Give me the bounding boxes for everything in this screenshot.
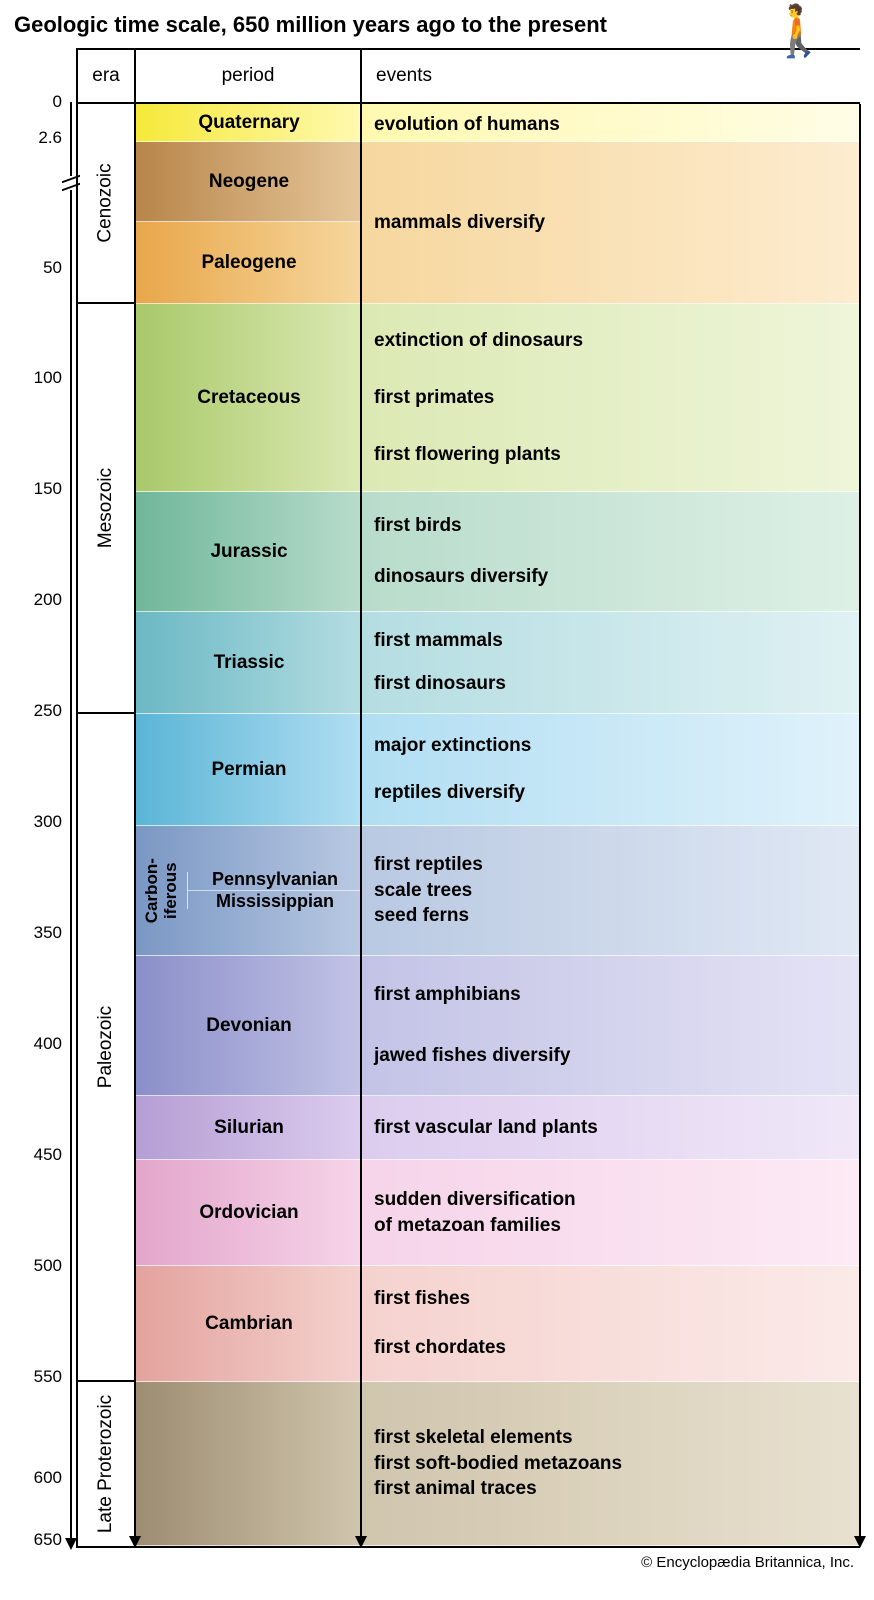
divider-arrow-icon [854,1536,866,1548]
table-body: Cenozoic Mesozoic Paleozoic Late Proterozoi… [78,104,860,1546]
human-icon: 🚶 [768,2,830,61]
axis-tick: 500 [14,1256,62,1276]
event-cell: first vascular land plants [362,1096,860,1160]
era-block: Mesozoic [78,304,134,714]
period-cell: Neogene [136,142,362,222]
sub-period: Pennsylvanian [188,869,362,890]
event-text: first vascular land plants [374,1115,848,1141]
axis-tick: 600 [14,1468,62,1488]
period-cell: Triassic [136,612,362,714]
period-cell: Cambrian [136,1266,362,1382]
chart-title: Geologic time scale, 650 million years a… [14,12,860,38]
event-text: first chordates [374,1335,848,1361]
event-text: first birds [374,513,848,539]
event-cell: sudden diversification of metazoan famil… [362,1160,860,1266]
timescale-table: 🚶 era period events CenozoicMesozoicPale… [76,48,860,1548]
event-text: first skeletal elements first soft-bodie… [374,1425,848,1502]
event-text: jawed fishes diversify [374,1043,848,1069]
axis-tick: 50 [14,258,62,278]
era-block: Paleozoic [78,714,134,1382]
era-divider [134,104,136,1546]
event-cell: first reptiles scale trees seed ferns [362,826,860,956]
event-cell: extinction of dinosaurs first primates fir… [362,304,860,492]
event-cell: first mammals first dinosaurs [362,612,860,714]
sub-period: Mississippian [188,890,362,912]
axis-tick: 300 [14,812,62,832]
event-text: first dinosaurs [374,671,848,697]
event-text: major extinctions [374,733,848,759]
axis-tick: 250 [14,701,62,721]
period-cell: Silurian [136,1096,362,1160]
event-cell: evolution of humans [362,104,860,142]
axis-tick: 200 [14,590,62,610]
axis-line [70,102,72,1548]
header-era: era [78,50,136,102]
carboniferous-label: Carbon- iferous [136,872,188,909]
event-text: sudden diversification of metazoan famil… [374,1187,848,1238]
event-text: first reptiles scale trees seed ferns [374,852,848,929]
period-cell: Devonian [136,956,362,1096]
era-label: Paleozoic [95,1006,117,1088]
axis-tick: 450 [14,1145,62,1165]
era-label: Cenozoic [95,163,117,242]
era-label: Late Proterozoic [95,1395,117,1533]
period-cell: Jurassic [136,492,362,612]
event-text: first fishes [374,1286,848,1312]
axis-tick: 550 [14,1367,62,1387]
axis-tick: 150 [14,479,62,499]
period-cell [136,1382,362,1546]
axis-tick: 400 [14,1034,62,1054]
event-cell: first fishes first chordates [362,1266,860,1382]
era-block: Cenozoic [78,104,134,304]
right-border [859,104,861,1546]
y-axis: millions of years ago 02.650100150200250… [14,48,66,1548]
period-divider [360,104,362,1546]
event-text: first primates [374,385,848,411]
copyright: © Encyclopædia Britannica, Inc. [14,1554,860,1571]
event-cell: major extinctions reptiles diversify [362,714,860,826]
event-text: reptiles diversify [374,780,848,806]
period-cell: Ordovician [136,1160,362,1266]
header-row: era period events [78,50,860,104]
event-cell: first skeletal elements first soft-bodie… [362,1382,860,1546]
axis-tick: 100 [14,368,62,388]
era-block: Late Proterozoic [78,1382,134,1546]
event-cell: first amphibians jawed fishes diversify [362,956,860,1096]
period-cell: Cretaceous [136,304,362,492]
event-cell: first birds dinosaurs diversify [362,492,860,612]
event-text: dinosaurs diversify [374,564,848,590]
period-cell: Carbon- iferousPennsylvanianMississippia… [136,826,362,956]
event-text: first amphibians [374,982,848,1008]
event-text: first mammals [374,628,848,654]
chart: millions of years ago 02.650100150200250… [14,48,860,1548]
axis-tick: 2.6 [14,128,62,148]
header-period: period [136,50,362,102]
period-cell: Quaternary [136,104,362,142]
event-text: first flowering plants [374,442,848,468]
event-text: evolution of humans [374,112,848,138]
period-cell: Permian [136,714,362,826]
event-text: extinction of dinosaurs [374,328,848,354]
axis-tick: 350 [14,923,62,943]
divider-arrow-icon [129,1536,141,1548]
divider-arrow-icon [355,1536,367,1548]
event-text: mammals diversify [374,210,848,236]
period-cell: Paleogene [136,222,362,304]
axis-tick: 0 [14,92,62,112]
axis-tick: 650 [14,1530,62,1550]
era-label: Mesozoic [95,468,117,548]
event-cell: mammals diversify [362,142,860,304]
